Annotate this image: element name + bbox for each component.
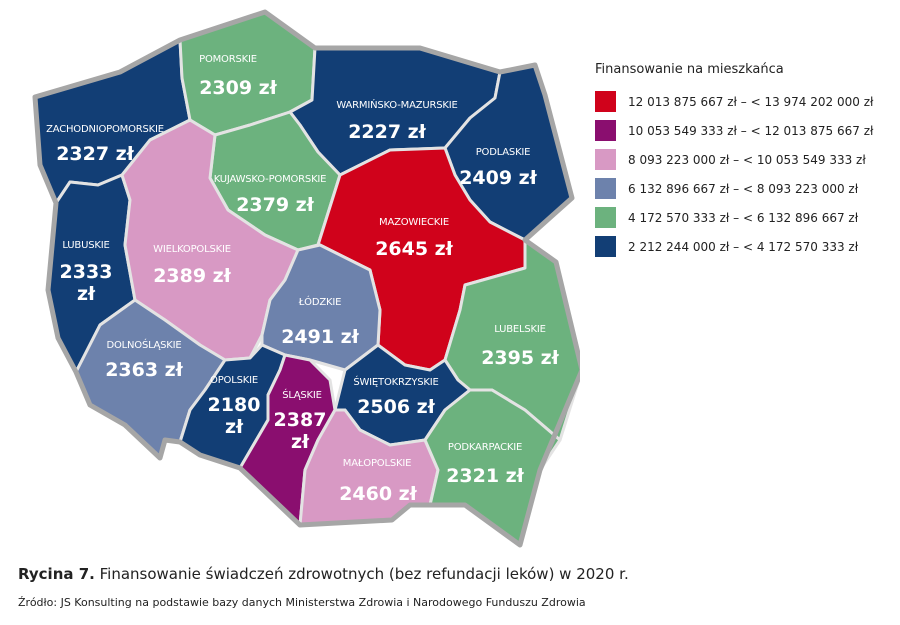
region-value-line: zł <box>291 431 310 453</box>
region-name-dolnoslaskie: DOLNOŚLĄSKIE <box>106 338 181 351</box>
region-value-line: 2180 <box>208 394 261 416</box>
region-value-mazowieckie: 2645 zł <box>375 238 454 260</box>
region-value-line: 2387 <box>274 409 327 431</box>
legend-swatch <box>595 149 616 170</box>
region-name-lubuskie: LUBUSKIE <box>62 240 109 251</box>
region-value-dolnoslaskie: 2363 zł <box>105 359 184 381</box>
legend-label: 8 093 223 000 zł – < 10 053 549 333 zł <box>628 152 866 167</box>
region-value-kujawsko-pomorskie: 2379 zł <box>236 194 315 216</box>
legend-label: 12 013 875 667 zł – < 13 974 202 000 zł <box>628 94 874 109</box>
region-name-pomorskie: POMORSKIE <box>199 54 257 65</box>
labels-layer: ZACHODNIOPOMORSKIE 2327 zł POMORSKIE 2309 z… <box>46 54 560 505</box>
legend-title: Finansowanie na mieszkańca <box>595 62 784 77</box>
legend: Finansowanie na mieszkańca 12 013 875 66… <box>595 62 895 265</box>
region-value-podkarpackie: 2321 zł <box>446 465 525 487</box>
legend-items: 12 013 875 667 zł – < 13 974 202 000 zł 1… <box>595 91 895 257</box>
region-name-lubelskie: LUBELSKIE <box>494 324 546 335</box>
legend-swatch <box>595 236 616 257</box>
legend-item: 6 132 896 667 zł – < 8 093 223 000 zł <box>595 178 895 199</box>
region-name-opolskie: OPOLSKIE <box>210 375 258 386</box>
legend-label: 10 053 549 333 zł – < 12 013 875 667 zł <box>628 123 874 138</box>
region-value-swietokrzyskie: 2506 zł <box>357 396 436 418</box>
legend-label: 6 132 896 667 zł – < 8 093 223 000 zł <box>628 181 859 196</box>
country-outline <box>32 9 580 548</box>
region-name-swietokrzyskie: ŚWIĘTOKRZYSKIE <box>353 375 438 388</box>
legend-item: 12 013 875 667 zł – < 13 974 202 000 zł <box>595 91 895 112</box>
region-value-line: zł <box>225 416 244 438</box>
legend-label: 2 212 244 000 zł – < 4 172 570 333 zł <box>628 239 859 254</box>
region-name-mazowieckie: MAZOWIECKIE <box>379 217 449 228</box>
legend-swatch <box>595 120 616 141</box>
region-name-warminsko-mazurskie: WARMIŃSKO-MAZURSKIE <box>336 98 457 111</box>
legend-item: 2 212 244 000 zł – < 4 172 570 333 zł <box>595 236 895 257</box>
region-name-wielkopolskie: WIELKOPOLSKIE <box>153 244 231 255</box>
region-name-slaskie: ŚLĄSKIE <box>282 388 322 401</box>
region-value-slaskie: 2387 zł <box>274 409 327 453</box>
region-value-wielkopolskie: 2389 zł <box>153 265 232 287</box>
region-value-opolskie: 2180 zł <box>208 394 261 438</box>
region-name-podkarpackie: PODKARPACKIE <box>448 442 522 453</box>
region-value-warminsko-mazurskie: 2227 zł <box>348 121 427 143</box>
region-name-podlaskie: PODLASKIE <box>476 147 531 158</box>
regions-layer <box>33 10 580 547</box>
caption-prefix: Rycina 7. <box>18 565 95 583</box>
region-value-line: zł <box>77 283 96 305</box>
caption-text: Finansowanie świadczeń zdrowotnych (bez … <box>99 565 629 583</box>
figure-caption: Rycina 7. Finansowanie świadczeń zdrowot… <box>18 565 629 583</box>
source-note: Źródło: JS Konsulting na podstawie bazy … <box>18 596 586 609</box>
legend-item: 4 172 570 333 zł – < 6 132 896 667 zł <box>595 207 895 228</box>
legend-item: 8 093 223 000 zł – < 10 053 549 333 zł <box>595 149 895 170</box>
region-name-malopolskie: MAŁOPOLSKIE <box>343 458 411 469</box>
region-value-lubelskie: 2395 zł <box>481 347 560 369</box>
region-name-lodzkie: ŁÓDZKIE <box>298 295 341 308</box>
region-value-lubuskie: 2333 zł <box>60 261 113 305</box>
legend-swatch <box>595 178 616 199</box>
poland-voivodeship-map: ZACHODNIOPOMORSKIE 2327 zł POMORSKIE 2309 z… <box>32 9 580 548</box>
region-value-line: 2333 <box>60 261 113 283</box>
legend-swatch <box>595 207 616 228</box>
legend-swatch <box>595 91 616 112</box>
legend-label: 4 172 570 333 zł – < 6 132 896 667 zł <box>628 210 859 225</box>
region-value-pomorskie: 2309 zł <box>199 77 278 99</box>
region-value-zachodniopomorskie: 2327 zł <box>56 143 135 165</box>
region-value-malopolskie: 2460 zł <box>339 483 418 505</box>
region-name-kujawsko-pomorskie: KUJAWSKO-POMORSKIE <box>214 174 327 185</box>
legend-item: 10 053 549 333 zł – < 12 013 875 667 zł <box>595 120 895 141</box>
region-name-zachodniopomorskie: ZACHODNIOPOMORSKIE <box>46 124 164 135</box>
region-value-lodzkie: 2491 zł <box>281 326 360 348</box>
region-value-podlaskie: 2409 zł <box>459 167 538 189</box>
